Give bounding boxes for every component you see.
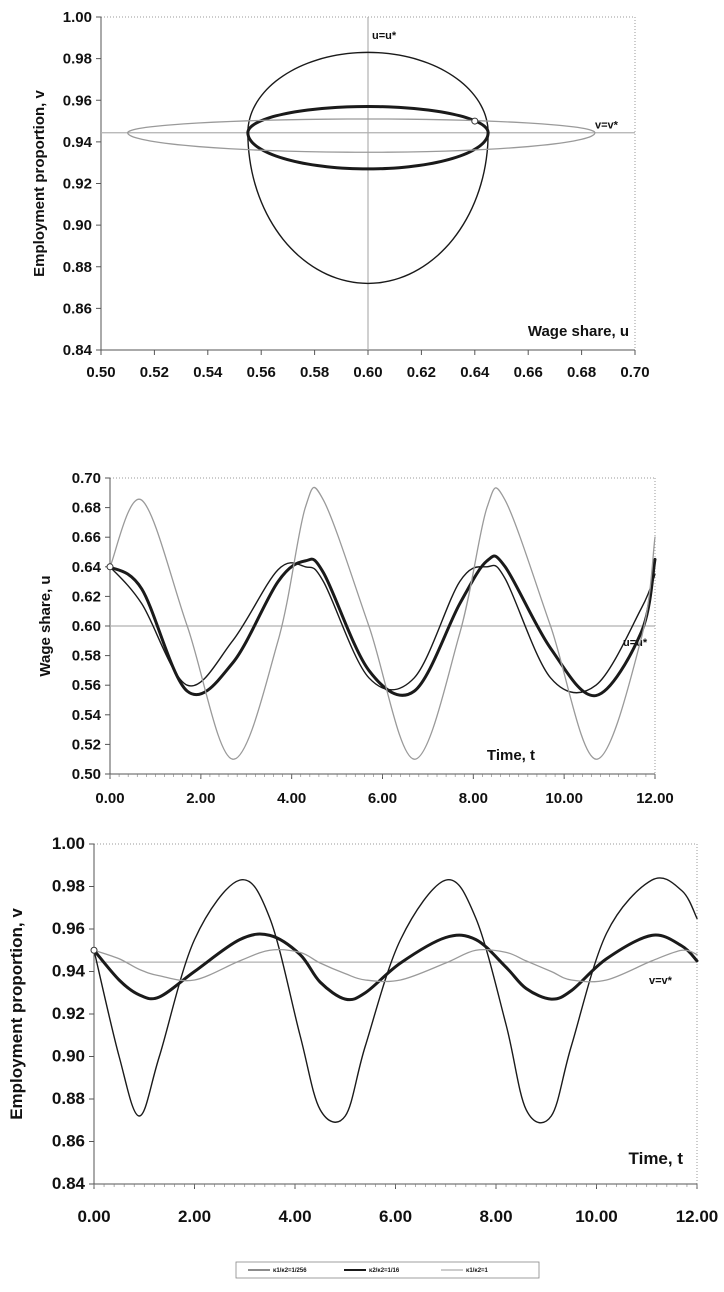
reference-line-label: u=u* — [372, 30, 397, 42]
legend-label: κ1/κ2=1 — [466, 1268, 489, 1274]
x-tick-label: 8.00 — [459, 790, 488, 807]
legend-label: κ2/κ2=1/16 — [369, 1268, 400, 1274]
initial-point-marker — [90, 946, 98, 954]
series-line — [108, 554, 657, 698]
y-tick-label: 0.68 — [72, 500, 101, 517]
phase-plot-panel: 0.84 0.86 0.88 0.90 0.92 0.94 0.96 0.98 1.00 0.50… — [31, 9, 650, 381]
y-tick-label: 0.86 — [52, 1132, 85, 1151]
x-axis-label: Time, t — [629, 1149, 684, 1168]
initial-point-marker — [471, 117, 479, 125]
y-tick-label: 0.66 — [72, 529, 101, 546]
x-tick-label: 12.00 — [636, 790, 674, 807]
x-tick-label: 0.64 — [460, 364, 490, 381]
x-tick-label: 0.62 — [407, 364, 436, 381]
x-tick-label: 0.66 — [514, 364, 543, 381]
x-tick-label: 10.00 — [545, 790, 583, 807]
y-tick-label: 0.64 — [72, 559, 102, 576]
y-tick-label: 1.00 — [52, 834, 85, 853]
x-axis-label: Time, t — [487, 747, 535, 764]
x-tick-label: 0.60 — [353, 364, 382, 381]
y-tick-label: 0.62 — [72, 588, 101, 605]
y-tick-label: 0.50 — [72, 766, 101, 783]
x-tick-label: 2.00 — [178, 1207, 211, 1226]
x-tick-label: 6.00 — [379, 1207, 412, 1226]
y-axis-label: Employment proportion, v — [7, 908, 26, 1120]
y-tick-label: 0.58 — [72, 648, 101, 665]
y-axis-label: Wage share, u — [37, 575, 54, 676]
y-tick-label: 0.60 — [72, 618, 101, 635]
series-line — [109, 487, 656, 760]
series-line — [93, 948, 698, 983]
x-tick-label: 0.56 — [247, 364, 276, 381]
y-axis-label: Employment proportion, v — [31, 90, 48, 277]
y-tick-label: 0.88 — [52, 1089, 85, 1108]
x-tick-label: 0.50 — [86, 364, 115, 381]
legend-box — [235, 1261, 540, 1279]
x-tick-label: 12.00 — [676, 1207, 719, 1226]
x-tick-label: 0.68 — [567, 364, 596, 381]
series-line — [93, 877, 698, 1124]
y-tick-label: 0.86 — [63, 300, 92, 317]
y-tick-label: 0.98 — [63, 51, 92, 68]
y-tick-label: 0.90 — [63, 217, 92, 234]
y-tick-label: 0.84 — [52, 1174, 86, 1193]
y-tick-label: 0.52 — [72, 736, 101, 753]
reference-line-label: v=v* — [649, 975, 673, 987]
wage-share-time-panel: 0.50 0.52 0.54 0.56 0.58 0.60 0.62 0.64 0.66 0.68… — [37, 470, 674, 807]
y-tick-label: 0.94 — [52, 962, 86, 981]
legend-label: κ1/κ2=1/256 — [273, 1268, 307, 1274]
y-tick-label: 0.70 — [72, 470, 101, 487]
x-tick-label: 0.52 — [140, 364, 169, 381]
employment-time-panel: 0.84 0.86 0.88 0.90 0.92 0.94 0.96 0.98 1.00 0.00… — [7, 834, 718, 1226]
y-tick-label: 0.96 — [52, 919, 85, 938]
y-tick-label: 0.84 — [63, 342, 93, 359]
x-tick-label: 10.00 — [575, 1207, 618, 1226]
series-line — [127, 118, 596, 153]
x-tick-label: 2.00 — [186, 790, 215, 807]
y-tick-label: 0.90 — [52, 1047, 85, 1066]
x-tick-label: 0.54 — [193, 364, 223, 381]
y-tick-label: 0.94 — [63, 134, 93, 151]
initial-point-marker — [106, 563, 114, 571]
y-tick-label: 0.96 — [63, 92, 92, 109]
x-tick-label: 4.00 — [277, 790, 306, 807]
legend: κ1/κ2=1/256 κ2/κ2=1/16 κ1/κ2=1 — [235, 1261, 540, 1279]
reference-line-label: v=v* — [595, 120, 619, 132]
x-tick-label: 4.00 — [278, 1207, 311, 1226]
series-line — [92, 932, 699, 1002]
x-tick-label: 0.00 — [77, 1207, 110, 1226]
y-tick-label: 1.00 — [63, 9, 92, 26]
x-tick-label: 0.70 — [620, 364, 649, 381]
y-tick-label: 0.98 — [52, 877, 85, 896]
x-tick-label: 8.00 — [479, 1207, 512, 1226]
x-tick-label: 0.00 — [95, 790, 124, 807]
x-axis-label: Wage share, u — [528, 323, 629, 340]
y-tick-label: 0.56 — [72, 677, 101, 694]
y-tick-label: 0.54 — [72, 707, 102, 724]
y-tick-label: 0.92 — [63, 176, 92, 193]
x-tick-label: 6.00 — [368, 790, 397, 807]
y-tick-label: 0.88 — [63, 259, 92, 276]
y-tick-label: 0.92 — [52, 1004, 85, 1023]
x-tick-label: 0.58 — [300, 364, 329, 381]
series-line — [246, 104, 490, 171]
